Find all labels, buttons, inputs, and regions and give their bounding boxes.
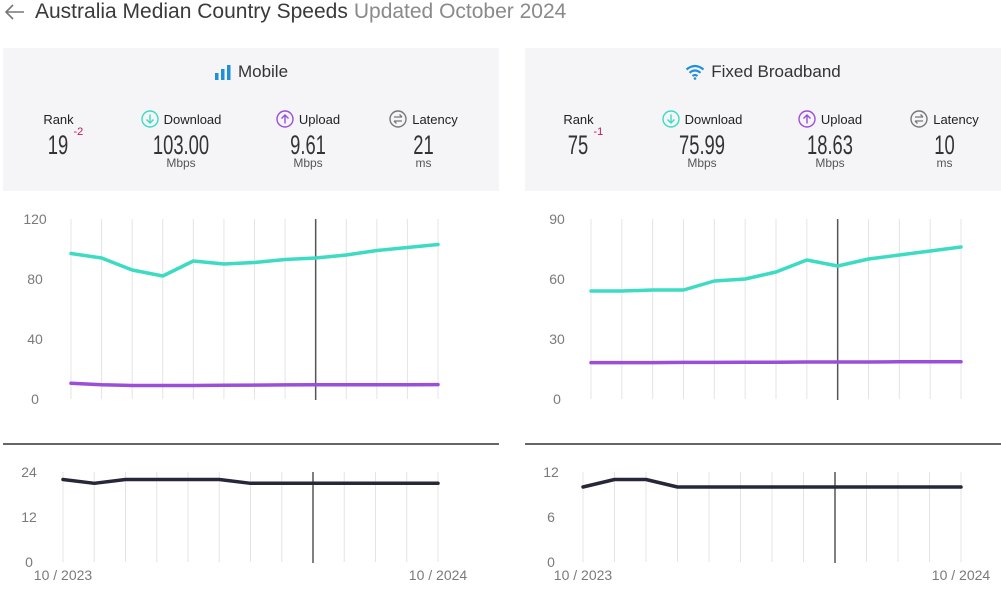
download-value: 75.99 bbox=[679, 130, 725, 160]
rank-change: -2 bbox=[73, 126, 84, 138]
latency-series-line bbox=[581, 477, 963, 489]
download-icon bbox=[661, 110, 680, 128]
y-tick-label: 30 bbox=[549, 331, 565, 347]
download-series-line bbox=[589, 245, 963, 293]
mobile-upload-stat: Upload 9.61 Mbps bbox=[258, 110, 358, 170]
latency-label: Latency bbox=[412, 111, 458, 127]
fixed-upload-stat: Upload 18.63 Mbps bbox=[780, 110, 880, 170]
x-tick-label: 10 / 2023 bbox=[554, 567, 613, 583]
download-label: Download bbox=[684, 111, 743, 127]
rank-label: Rank bbox=[563, 111, 594, 127]
upload-value: 9.61 bbox=[290, 130, 326, 160]
mobile-download-stat: Download 103.00 Mbps bbox=[121, 110, 241, 170]
fixed-download-stat: Download 75.99 Mbps bbox=[642, 110, 762, 170]
download-value: 103.00 bbox=[152, 130, 210, 160]
rank-value: 75 bbox=[568, 130, 589, 160]
upload-series-line bbox=[589, 360, 963, 365]
latency-label: Latency bbox=[933, 111, 979, 127]
y-tick-label: 120 bbox=[23, 211, 47, 227]
upload-label: Upload bbox=[298, 111, 341, 127]
fixed-latency-stat: Latency 10 ms bbox=[902, 110, 987, 170]
upload-unit: Mbps bbox=[815, 156, 845, 170]
page-title-text: Australia Median Country Speeds bbox=[35, 0, 348, 23]
y-tick-label: 40 bbox=[27, 331, 43, 347]
download-series-line bbox=[69, 242, 440, 278]
y-tick-label: 24 bbox=[21, 464, 37, 480]
y-tick-label: 12 bbox=[21, 509, 37, 525]
fixed-rank-stat: Rank 75 -1 bbox=[551, 110, 606, 161]
upload-unit: Mbps bbox=[293, 156, 323, 170]
mobile-panel-title: Mobile bbox=[3, 62, 499, 82]
back-arrow-icon[interactable] bbox=[2, 2, 26, 22]
fixed-panel-title: Fixed Broadband bbox=[525, 62, 1001, 82]
upload-label: Upload bbox=[820, 111, 863, 127]
upload-icon bbox=[798, 110, 816, 128]
y-tick-label: 60 bbox=[549, 271, 565, 287]
y-tick-label: 6 bbox=[547, 509, 555, 525]
y-tick-label: 0 bbox=[31, 391, 39, 407]
x-tick-label: 10 / 2024 bbox=[932, 567, 991, 583]
rank-change: -1 bbox=[593, 126, 604, 138]
y-tick-label: 12 bbox=[543, 464, 559, 480]
upload-value: 18.63 bbox=[807, 130, 853, 160]
y-tick-label: 80 bbox=[27, 271, 43, 287]
y-tick-label: 0 bbox=[547, 554, 555, 570]
latency-icon bbox=[389, 110, 407, 128]
x-tick-label: 10 / 2024 bbox=[409, 567, 468, 583]
upload-series-line bbox=[69, 381, 440, 388]
latency-unit: ms bbox=[415, 156, 432, 170]
fixed-chart-area: 90 60 30 0 12 6 0 10 / 2023 10 / 2024 bbox=[525, 191, 1001, 608]
latency-value: 10 bbox=[934, 130, 955, 160]
mobile-latency-stat: Latency 21 ms bbox=[381, 110, 466, 170]
mobile-title-label: Mobile bbox=[237, 62, 289, 81]
latency-series-line bbox=[61, 477, 440, 486]
page-header: Australia Median Country Speeds Updated O… bbox=[0, 0, 1001, 30]
download-unit: Mbps bbox=[166, 156, 196, 170]
latency-icon bbox=[910, 110, 928, 128]
y-tick-label: 0 bbox=[25, 554, 33, 570]
page-title: Australia Median Country Speeds Updated O… bbox=[35, 0, 566, 24]
download-label: Download bbox=[163, 111, 222, 127]
y-tick-label: 0 bbox=[553, 391, 561, 407]
mobile-rank-stat: Rank 19 -2 bbox=[31, 110, 86, 161]
rank-label: Rank bbox=[43, 111, 74, 127]
signal-bars-icon bbox=[214, 65, 231, 80]
mobile-chart-area: 120 80 40 0 24 12 0 10 / 2023 10 / 2024 bbox=[3, 191, 499, 608]
download-icon bbox=[140, 110, 159, 128]
fixed-title-label: Fixed Broadband bbox=[711, 62, 841, 81]
y-tick-label: 90 bbox=[549, 211, 565, 227]
rank-value: 19 bbox=[48, 130, 69, 160]
upload-icon bbox=[276, 110, 294, 128]
fixed-panel: Fixed Broadband Rank 75 -1 Download 75.9… bbox=[525, 48, 1001, 608]
x-tick-label: 10 / 2023 bbox=[34, 567, 93, 583]
latency-unit: ms bbox=[936, 156, 953, 170]
download-unit: Mbps bbox=[687, 156, 717, 170]
wifi-icon bbox=[686, 64, 705, 80]
mobile-panel: Mobile Rank 19 -2 Download 103.00 Mbps U… bbox=[3, 48, 499, 608]
updated-date: Updated October 2024 bbox=[353, 0, 567, 23]
latency-value: 21 bbox=[413, 130, 434, 160]
